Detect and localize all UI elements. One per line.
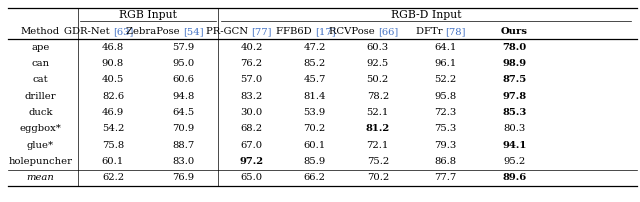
- Text: 52.2: 52.2: [434, 75, 456, 84]
- Text: 83.2: 83.2: [241, 92, 262, 101]
- Text: 52.1: 52.1: [367, 108, 389, 117]
- Text: 57.9: 57.9: [172, 43, 194, 52]
- Text: 85.3: 85.3: [502, 108, 527, 117]
- Text: 70.9: 70.9: [172, 124, 194, 133]
- Text: 50.2: 50.2: [367, 75, 389, 84]
- Text: 78.0: 78.0: [502, 43, 527, 52]
- Text: holepuncher: holepuncher: [8, 157, 72, 166]
- Text: RGB-D Input: RGB-D Input: [390, 10, 461, 20]
- Text: 87.5: 87.5: [502, 75, 527, 84]
- Text: 53.9: 53.9: [303, 108, 326, 117]
- Text: 45.7: 45.7: [303, 75, 326, 84]
- Text: 60.6: 60.6: [172, 75, 194, 84]
- Text: 75.2: 75.2: [367, 157, 389, 166]
- Text: [77]: [77]: [252, 27, 272, 36]
- Text: duck: duck: [28, 108, 52, 117]
- Text: [63]: [63]: [113, 27, 133, 36]
- Text: GDR-Net: GDR-Net: [64, 27, 113, 36]
- Text: 64.5: 64.5: [172, 108, 194, 117]
- Text: 57.0: 57.0: [241, 75, 262, 84]
- Text: 77.7: 77.7: [434, 173, 456, 182]
- Text: 75.3: 75.3: [434, 124, 456, 133]
- Text: RGB Input: RGB Input: [119, 10, 177, 20]
- Text: 82.6: 82.6: [102, 92, 124, 101]
- Text: 92.5: 92.5: [367, 59, 389, 68]
- Text: 46.8: 46.8: [102, 43, 124, 52]
- Text: [54]: [54]: [183, 27, 204, 36]
- Text: 67.0: 67.0: [241, 141, 262, 149]
- Text: 47.2: 47.2: [303, 43, 326, 52]
- Text: 98.9: 98.9: [502, 59, 527, 68]
- Text: 54.2: 54.2: [102, 124, 124, 133]
- Text: 76.9: 76.9: [172, 173, 194, 182]
- Text: 81.2: 81.2: [365, 124, 390, 133]
- Text: glue*: glue*: [27, 141, 54, 149]
- Text: FFB6D: FFB6D: [276, 27, 315, 36]
- Text: 75.8: 75.8: [102, 141, 124, 149]
- Text: 83.0: 83.0: [172, 157, 194, 166]
- Text: 81.4: 81.4: [303, 92, 326, 101]
- Text: 90.8: 90.8: [102, 59, 124, 68]
- Text: 85.9: 85.9: [303, 157, 326, 166]
- Text: 95.2: 95.2: [503, 157, 525, 166]
- Text: 94.8: 94.8: [172, 92, 195, 101]
- Text: 60.1: 60.1: [102, 157, 124, 166]
- Text: 46.9: 46.9: [102, 108, 124, 117]
- Text: 76.2: 76.2: [241, 59, 262, 68]
- Text: [17]: [17]: [315, 27, 335, 36]
- Text: 72.1: 72.1: [367, 141, 389, 149]
- Text: 96.1: 96.1: [434, 59, 456, 68]
- Text: [66]: [66]: [378, 27, 398, 36]
- Text: driller: driller: [24, 92, 56, 101]
- Text: 72.3: 72.3: [434, 108, 456, 117]
- Text: 70.2: 70.2: [303, 124, 326, 133]
- Text: 68.2: 68.2: [241, 124, 262, 133]
- Text: 60.3: 60.3: [367, 43, 389, 52]
- Text: 40.2: 40.2: [241, 43, 263, 52]
- Text: ZebraPose: ZebraPose: [126, 27, 183, 36]
- Text: cat: cat: [33, 75, 48, 84]
- Text: 85.2: 85.2: [303, 59, 326, 68]
- Text: 62.2: 62.2: [102, 173, 124, 182]
- Text: eggbox*: eggbox*: [19, 124, 61, 133]
- Text: [78]: [78]: [445, 27, 466, 36]
- Text: mean: mean: [26, 173, 54, 182]
- Text: DFTr: DFTr: [415, 27, 445, 36]
- Text: 86.8: 86.8: [435, 157, 456, 166]
- Text: 95.0: 95.0: [172, 59, 194, 68]
- Text: 94.1: 94.1: [502, 141, 527, 149]
- Text: 79.3: 79.3: [434, 141, 456, 149]
- Text: 78.2: 78.2: [367, 92, 389, 101]
- Text: 80.3: 80.3: [503, 124, 525, 133]
- Text: 97.8: 97.8: [502, 92, 527, 101]
- Text: 30.0: 30.0: [241, 108, 262, 117]
- Text: 65.0: 65.0: [241, 173, 262, 182]
- Text: 70.2: 70.2: [367, 173, 389, 182]
- Text: 88.7: 88.7: [172, 141, 194, 149]
- Text: RCVPose: RCVPose: [329, 27, 378, 36]
- Text: Ours: Ours: [501, 27, 528, 36]
- Text: 89.6: 89.6: [502, 173, 527, 182]
- Text: Method: Method: [20, 27, 60, 36]
- Text: 97.2: 97.2: [239, 157, 264, 166]
- Text: 66.2: 66.2: [303, 173, 326, 182]
- Text: ape: ape: [31, 43, 49, 52]
- Text: 95.8: 95.8: [434, 92, 456, 101]
- Text: PR-GCN: PR-GCN: [207, 27, 252, 36]
- Text: 60.1: 60.1: [303, 141, 326, 149]
- Text: 40.5: 40.5: [102, 75, 124, 84]
- Text: can: can: [31, 59, 49, 68]
- Text: 64.1: 64.1: [434, 43, 456, 52]
